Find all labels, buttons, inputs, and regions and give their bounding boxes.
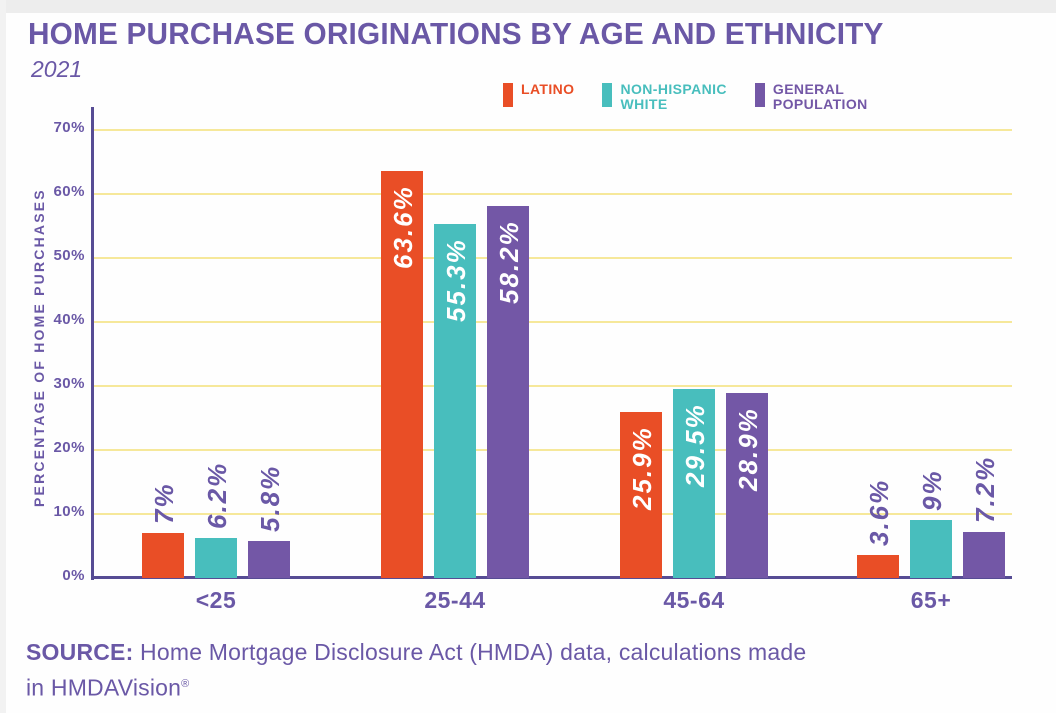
gridline-50	[93, 257, 1012, 259]
source-note: SOURCE: Home Mortgage Disclosure Act (HM…	[26, 636, 976, 704]
bar	[963, 531, 1005, 578]
y-tick-label: 20%	[53, 439, 85, 456]
left-edge	[0, 0, 6, 713]
gridline-70	[93, 129, 1012, 131]
bar-value-label: 25.9%	[626, 426, 657, 511]
y-tick-label: 0%	[62, 567, 85, 584]
source-text-line2: in HMDAVision	[26, 674, 182, 701]
bar	[434, 224, 476, 578]
bar-value-label: 55.3%	[440, 238, 471, 323]
bar	[248, 540, 290, 578]
source-text-line1: Home Mortgage Disclosure Act (HMDA) data…	[133, 639, 807, 665]
category-label: 45-64	[663, 587, 725, 613]
bar-value-label: 7.2%	[969, 455, 1000, 523]
category-label: 65+	[910, 587, 952, 613]
category-label: 25-44	[424, 587, 486, 613]
legend-label-latino: LATINO	[521, 81, 575, 97]
gridline-20	[93, 449, 1012, 451]
gridline-40	[93, 321, 1012, 323]
legend-swatch-general-population	[754, 83, 765, 107]
y-tick-label: 30%	[53, 375, 85, 392]
category-label: <25	[195, 587, 237, 613]
bar	[142, 533, 184, 578]
bar-value-label: 3.6%	[863, 478, 894, 546]
bar	[857, 554, 899, 578]
bar-value-label: 28.9%	[732, 407, 763, 492]
y-tick-label: 70%	[53, 119, 85, 136]
legend-item-non-hispanic-white: NON-HISPANIC WHITE	[602, 81, 727, 112]
registered-mark: ®	[181, 678, 190, 690]
bar-value-label: 9%	[916, 469, 947, 512]
legend: LATINO NON-HISPANIC WHITE GENERAL POPULA…	[503, 82, 868, 112]
plot-area: <25 7% 6.2% 5.8% 25-44 63.6% 55.3% 58.2% 45-64 25…	[91, 107, 1012, 613]
page-title: HOME PURCHASE ORIGINATIONS BY AGE AND ET…	[28, 16, 884, 51]
gridline-60	[93, 193, 1012, 195]
y-tick-label: 50%	[53, 247, 85, 264]
bar	[726, 393, 768, 578]
y-tick-label: 60%	[53, 183, 85, 200]
legend-swatch-non-hispanic-white	[602, 83, 613, 107]
bar	[195, 538, 237, 578]
bar	[673, 389, 715, 578]
bar-value-label: 58.2%	[493, 219, 524, 304]
y-tick-label: 10%	[53, 503, 85, 520]
bar-value-label: 5.8%	[254, 464, 285, 532]
bar-value-label: 7%	[148, 482, 179, 525]
y-axis-line	[91, 107, 94, 580]
bar	[910, 520, 952, 578]
y-tick-label: 40%	[53, 311, 85, 328]
bar	[487, 205, 529, 578]
source-label: SOURCE:	[26, 639, 134, 665]
y-axis-title: PERCENTAGE OF HOME PURCHASES	[31, 188, 47, 507]
legend-swatch-latino	[503, 83, 513, 107]
top-edge	[0, 0, 1056, 13]
legend-label-non-hispanic-white: NON-HISPANIC WHITE	[620, 81, 727, 112]
legend-item-latino: LATINO	[503, 82, 574, 112]
legend-item-general-population: GENERAL POPULATION	[754, 81, 868, 112]
bar-value-label: 29.5%	[679, 403, 710, 488]
bar-value-label: 6.2%	[201, 462, 232, 530]
legend-label-general-population: GENERAL POPULATION	[772, 81, 868, 112]
x-axis-line	[91, 576, 1012, 579]
gridline-30	[93, 385, 1012, 387]
bar	[620, 412, 662, 578]
bar-value-label: 63.6%	[387, 185, 418, 269]
bar	[381, 170, 423, 578]
gridline-10	[93, 513, 1012, 515]
chart-year: 2021	[31, 56, 83, 82]
